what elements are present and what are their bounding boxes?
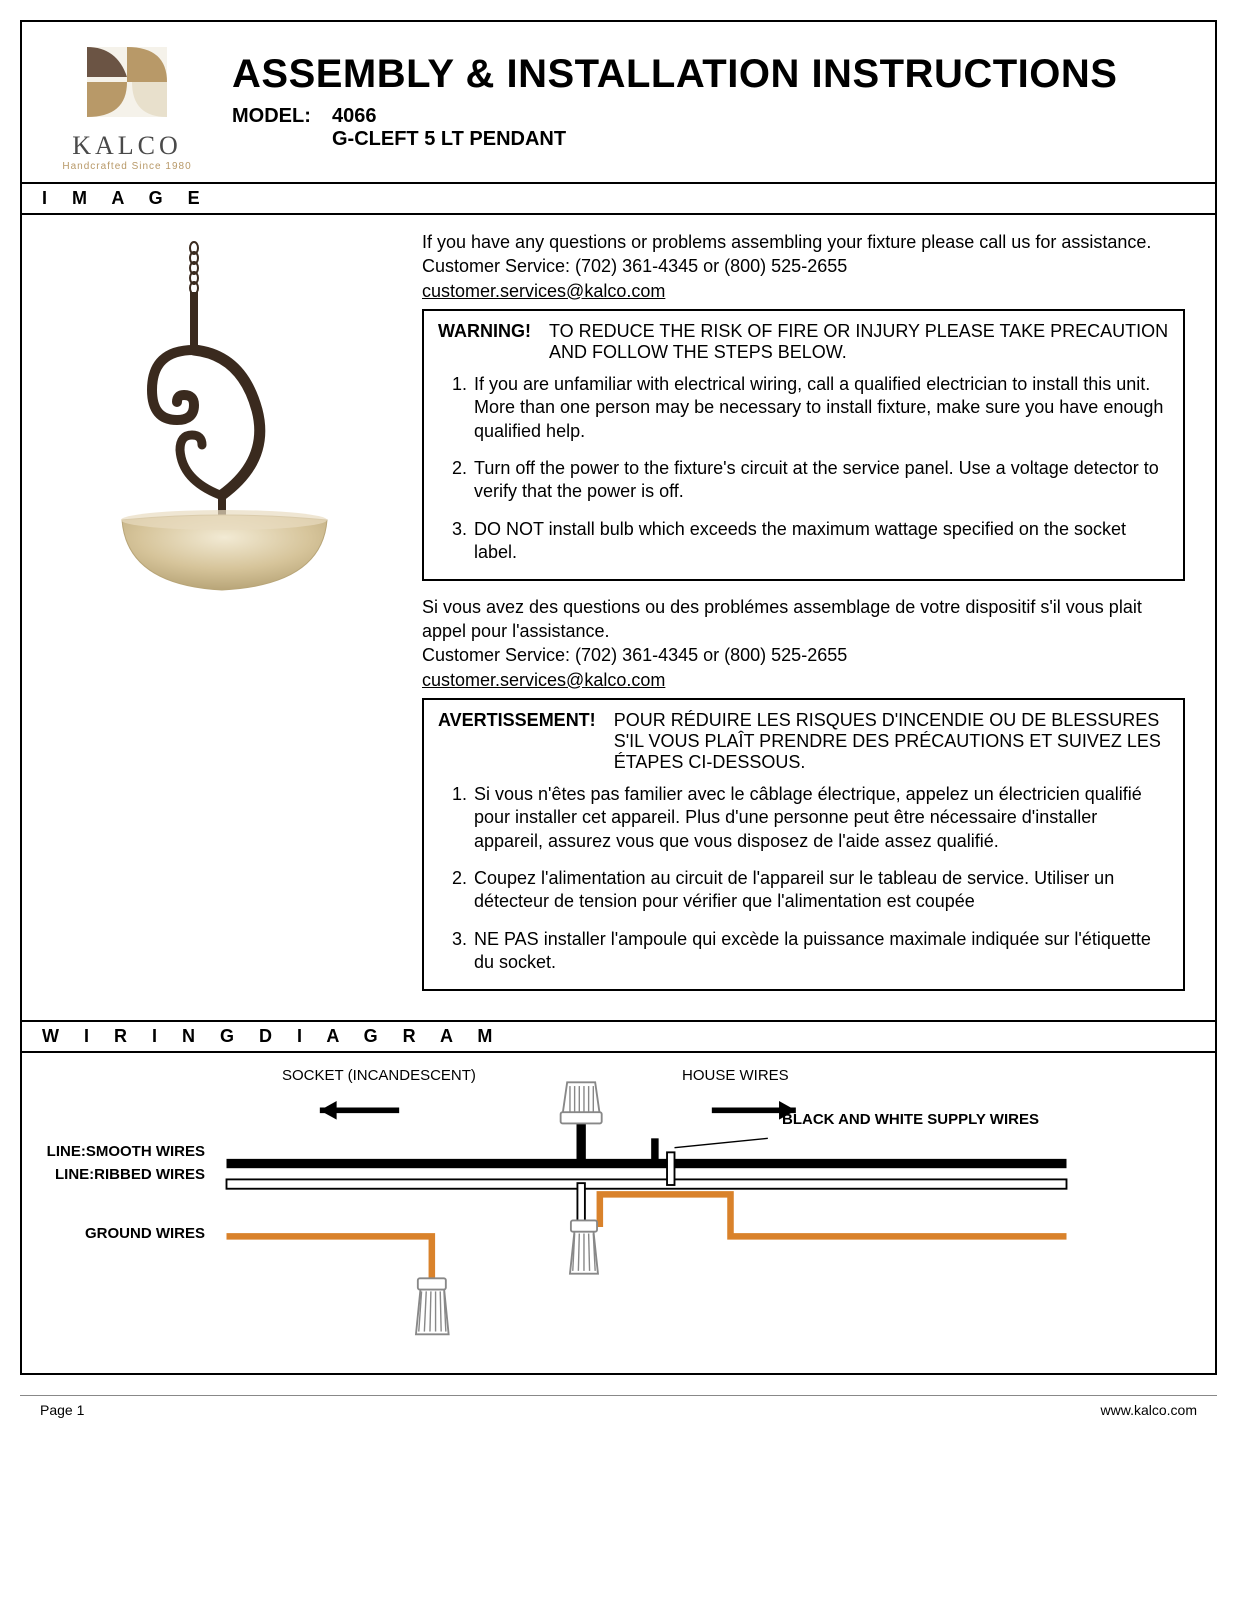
label-smooth: LINE:SMOOTH WIRES (47, 1143, 205, 1160)
section-heading-wiring: W I R I N G D I A G R A M (22, 1020, 1215, 1053)
step-fr-1: 1.Si vous n'êtes pas familier avec le câ… (452, 783, 1169, 853)
warning-label-en: WARNING! (438, 321, 549, 363)
label-socket: SOCKET (INCANDESCENT) (282, 1067, 476, 1084)
title-block: ASSEMBLY & INSTALLATION INSTRUCTIONS MOD… (202, 42, 1195, 151)
label-ribbed: LINE:RIBBED WIRES (55, 1166, 205, 1183)
socket-arrow (320, 1101, 399, 1120)
warning-box-english: WARNING! TO REDUCE THE RISK OF FIRE OR I… (422, 309, 1185, 581)
ribbed-wire (227, 1179, 1067, 1188)
pendant-product-illustration (102, 240, 362, 610)
intro-english: If you have any questions or problems as… (422, 230, 1185, 303)
warning-steps-fr: 1.Si vous n'êtes pas familier avec le câ… (438, 783, 1169, 975)
label-ground: GROUND WIRES (85, 1225, 205, 1242)
product-image-column (42, 230, 422, 1005)
kalco-logo-icon (77, 42, 177, 122)
wire-connector-top (561, 1082, 602, 1123)
model-row: MODEL: 4066 G-CLEFT 5 LT PENDANT (232, 105, 1195, 151)
footer-url: www.kalco.com (1101, 1402, 1197, 1418)
email-link-fr[interactable]: customer.services@kalco.com (422, 670, 665, 690)
intro-french: Si vous avez des questions ou des problé… (422, 595, 1185, 692)
step-fr-3: 3.NE PAS installer l'ampoule qui excède … (452, 928, 1169, 975)
step-en-1: 1.If you are unfamiliar with electrical … (452, 373, 1169, 443)
warning-text-en: TO REDUCE THE RISK OF FIRE OR INJURY PLE… (549, 321, 1169, 363)
step-en-3: 3.DO NOT install bulb which exceeds the … (452, 518, 1169, 565)
document-title: ASSEMBLY & INSTALLATION INSTRUCTIONS (232, 52, 1195, 97)
page-footer: Page 1 www.kalco.com (20, 1395, 1217, 1418)
wiring-diagram-area: SOCKET (INCANDESCENT) HOUSE WIRES BLACK … (22, 1053, 1215, 1373)
model-number: 4066 (332, 105, 566, 128)
warning-label-fr: AVERTISSEMENT! (438, 710, 614, 773)
model-name: G-CLEFT 5 LT PENDANT (332, 128, 566, 151)
step-fr-2: 2.Coupez l'alimentation au circuit de l'… (452, 867, 1169, 914)
smooth-wire (227, 1158, 1067, 1167)
intro-en-line2: Customer Service: (702) 361-4345 or (800… (422, 256, 847, 276)
wire-connector-mid (570, 1220, 598, 1273)
label-house: HOUSE WIRES (682, 1067, 789, 1084)
email-link-en[interactable]: customer.services@kalco.com (422, 281, 665, 301)
instructions-text-column: If you have any questions or problems as… (422, 230, 1195, 1005)
image-section: If you have any questions or problems as… (22, 215, 1215, 1020)
label-supply: BLACK AND WHITE SUPPLY WIRES (782, 1111, 1039, 1128)
intro-fr-line2: Customer Service: (702) 361-4345 or (800… (422, 645, 847, 665)
warning-box-french: AVERTISSEMENT! POUR RÉDUIRE LES RISQUES … (422, 698, 1185, 991)
warning-text-fr: POUR RÉDUIRE LES RISQUES D'INCENDIE OU D… (614, 710, 1169, 773)
warning-steps-en: 1.If you are unfamiliar with electrical … (438, 373, 1169, 565)
intro-en-line1: If you have any questions or problems as… (422, 232, 1151, 252)
model-label: MODEL: (232, 105, 332, 151)
brand-tagline: Handcrafted Since 1980 (52, 161, 202, 172)
brand-name: KALCO (52, 131, 202, 161)
intro-fr-line1: Si vous avez des questions ou des problé… (422, 597, 1142, 641)
page-header: KALCO Handcrafted Since 1980 ASSEMBLY & … (22, 22, 1215, 182)
section-heading-image: I M A G E (22, 182, 1215, 215)
ground-wire (227, 1194, 1067, 1283)
document-page: KALCO Handcrafted Since 1980 ASSEMBLY & … (20, 20, 1217, 1375)
brand-logo-block: KALCO Handcrafted Since 1980 (52, 42, 202, 172)
wire-connector-ground (416, 1278, 449, 1334)
footer-page: Page 1 (40, 1402, 84, 1418)
supply-callout-line (675, 1138, 768, 1147)
step-en-2: 2.Turn off the power to the fixture's ci… (452, 457, 1169, 504)
